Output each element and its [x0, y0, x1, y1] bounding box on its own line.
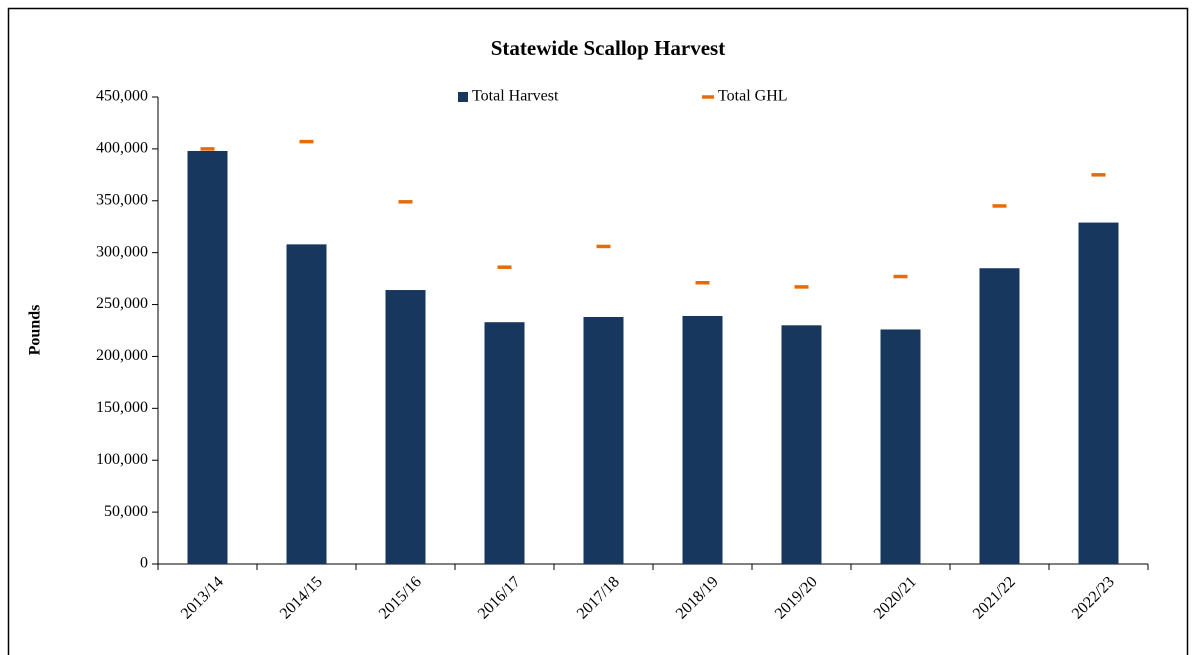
y-tick-label: 200,000 [96, 347, 148, 364]
y-tick-label: 400,000 [96, 140, 148, 157]
chart-border [7, 7, 1189, 655]
x-tick-label: 2017/18 [574, 573, 623, 622]
bar [880, 329, 921, 564]
bar [1078, 222, 1119, 564]
y-tick-label: 100,000 [96, 451, 148, 468]
legend-swatch [458, 92, 468, 102]
x-tick-label: 2020/21 [871, 573, 920, 622]
x-tick-label: 2019/20 [772, 573, 821, 622]
chart-title: Statewide Scallop Harvest [491, 36, 725, 60]
y-tick-label: 250,000 [96, 295, 148, 312]
x-tick-label: 2014/15 [277, 573, 326, 622]
legend-label: Total GHL [718, 88, 788, 105]
y-tick-label: 450,000 [96, 88, 148, 105]
x-tick-label: 2022/23 [1069, 573, 1118, 622]
bar [682, 315, 723, 564]
bar [979, 268, 1020, 564]
bar [781, 325, 822, 564]
x-tick-label: 2021/22 [970, 573, 1019, 622]
bar [385, 290, 426, 564]
bar [286, 244, 327, 564]
y-tick-label: 0 [140, 555, 148, 572]
x-tick-label: 2016/17 [475, 573, 524, 622]
bar [187, 150, 228, 564]
y-tick-label: 300,000 [96, 243, 148, 260]
bar [484, 322, 525, 564]
x-tick-label: 2018/19 [673, 573, 722, 622]
y-tick-label: 50,000 [104, 503, 148, 520]
bar [583, 317, 624, 564]
y-tick-label: 350,000 [96, 191, 148, 208]
y-tick-label: 150,000 [96, 399, 148, 416]
y-axis-title: Pounds [27, 305, 44, 356]
legend-label: Total Harvest [472, 88, 559, 105]
x-tick-label: 2015/16 [376, 573, 425, 622]
x-tick-label: 2013/14 [178, 573, 227, 622]
